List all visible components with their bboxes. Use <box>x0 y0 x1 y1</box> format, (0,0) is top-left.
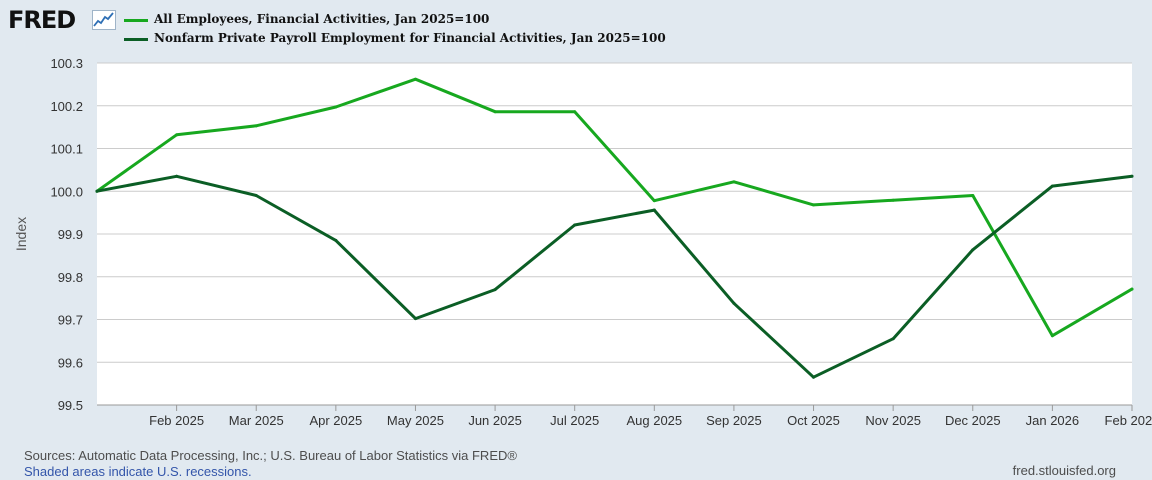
x-tick-label: Mar 2025 <box>229 413 284 428</box>
series-2-line <box>95 174 1134 379</box>
legend-swatch-series-1 <box>124 19 148 22</box>
x-tick-label: Nov 2025 <box>865 413 921 428</box>
site-url[interactable]: fred.stlouisfed.org <box>1012 463 1116 478</box>
x-tick-label: Aug 2025 <box>626 413 682 428</box>
series-2-point <box>891 337 895 341</box>
legend-label-series-1: All Employees, Financial Activities, Jan… <box>154 12 490 26</box>
fred-logo[interactable]: FRED <box>8 6 76 34</box>
sources-note: Sources: Automatic Data Processing, Inc.… <box>24 448 517 463</box>
x-tick-label: Sep 2025 <box>706 413 762 428</box>
series-1-point <box>493 110 497 114</box>
y-tick-label: 100.1 <box>50 142 83 157</box>
series-2-point <box>1050 184 1054 188</box>
x-tick-label: Dec 2025 <box>945 413 1001 428</box>
series-2-point <box>254 194 258 198</box>
y-tick-label: 99.6 <box>58 355 83 370</box>
series-1-point <box>573 110 577 114</box>
series-2-point <box>971 248 975 252</box>
x-tick-label: Jan 2026 <box>1026 413 1080 428</box>
x-tick-label: May 2025 <box>387 413 444 428</box>
y-tick-label: 100.2 <box>50 99 83 114</box>
y-tick-label: 100.0 <box>50 184 83 199</box>
chart-sources: Sources: Automatic Data Processing, Inc.… <box>24 448 517 480</box>
series-1-point <box>891 198 895 202</box>
x-tick-label: Feb 2025 <box>149 413 204 428</box>
series-1-point <box>732 180 736 184</box>
recessions-note[interactable]: Shaded areas indicate U.S. recessions. <box>24 464 252 479</box>
series-1-point <box>971 194 975 198</box>
series-2-point <box>652 208 656 212</box>
x-tick-label: Apr 2025 <box>309 413 362 428</box>
line-chart: 99.5 99.6 99.7 99.8 99.9 100.0 100.1 100.2 100.3… <box>13 56 1152 428</box>
series-2-point <box>573 223 577 227</box>
legend-label-series-2: Nonfarm Private Payroll Employment for F… <box>154 31 666 45</box>
y-tick-label: 100.3 <box>50 56 83 71</box>
series-2-point <box>493 288 497 292</box>
fred-graph-icon <box>92 10 116 30</box>
series-2-point <box>413 317 417 321</box>
series-1-point <box>413 77 417 81</box>
x-tick-label: Oct 2025 <box>787 413 840 428</box>
series-2-point <box>732 301 736 305</box>
series-1-point <box>334 105 338 109</box>
x-tick-label: Feb 2026 <box>1105 413 1152 428</box>
y-tick-label: 99.7 <box>58 313 83 328</box>
y-tick-label: 99.5 <box>58 398 83 413</box>
x-tick-label: Jun 2025 <box>468 413 522 428</box>
y-axis-label: Index <box>13 217 29 251</box>
legend-swatch-series-2 <box>124 38 148 41</box>
series-1-line <box>95 77 1134 338</box>
series-2-point <box>95 189 99 193</box>
series-1-point <box>1130 287 1134 291</box>
series-1-point <box>812 203 816 207</box>
series-1-point <box>254 124 258 128</box>
series-2-point <box>812 375 816 379</box>
series-2-point <box>1130 174 1134 178</box>
series-1-point <box>652 199 656 203</box>
series-2-point <box>334 238 338 242</box>
y-tick-label: 99.8 <box>58 270 83 285</box>
series-1-point <box>175 133 179 137</box>
y-tick-label: 99.9 <box>58 227 83 242</box>
x-tick-label: Jul 2025 <box>550 413 599 428</box>
series-2-point <box>175 174 179 178</box>
series-1-point <box>1050 334 1054 338</box>
